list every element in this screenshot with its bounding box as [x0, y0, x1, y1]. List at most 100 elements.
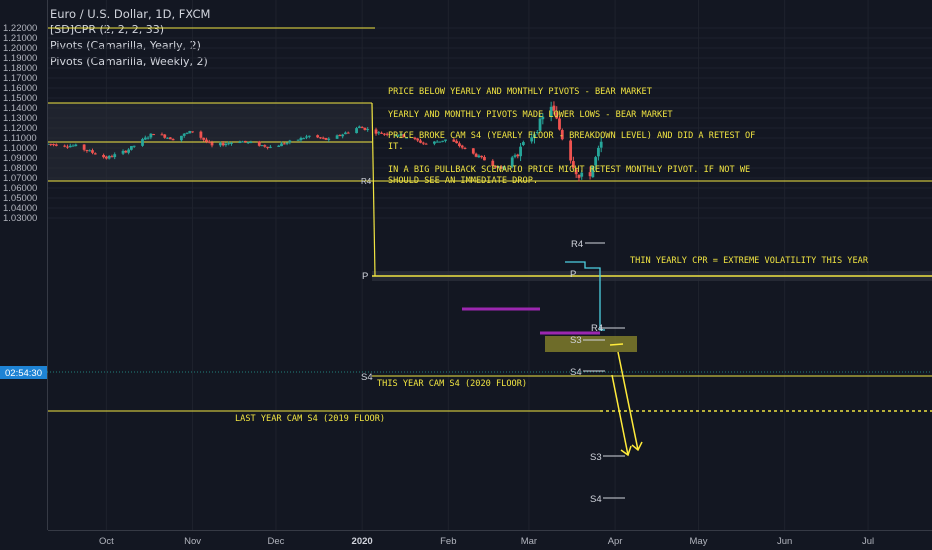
candle-body [263, 145, 267, 147]
candle-body [104, 156, 108, 159]
price-tick: 1.06000 [3, 183, 37, 194]
candle-body [141, 139, 144, 146]
note-pullback-1: IN A BIG PULLBACK SCENARIO PRICE MIGHT R… [388, 165, 750, 175]
price-tick: 1.07000 [3, 173, 37, 184]
price-tick: 1.17000 [3, 73, 37, 84]
candle-body [221, 143, 225, 146]
candle-body [346, 132, 350, 134]
candle-body [399, 133, 403, 136]
candle-body [496, 166, 500, 168]
candle-body [321, 137, 325, 139]
candle-body [146, 137, 150, 139]
candle-body [458, 143, 461, 147]
pivot-label-s4-yearly: S4 [361, 372, 373, 383]
candle-body [538, 118, 542, 131]
candle-body [555, 112, 559, 119]
candle-body [129, 146, 133, 150]
candle-body [127, 149, 131, 153]
candle-body [452, 139, 456, 142]
candle-body [205, 139, 208, 142]
price-tick: 1.11000 [3, 133, 37, 144]
candle-body [419, 140, 422, 143]
symbol-title[interactable]: Euro / U.S. Dollar, 1D, FXCM [50, 7, 211, 21]
candle-body [88, 150, 92, 152]
pivot-label-r4-yearly: R4 [361, 177, 372, 186]
candle-body [597, 147, 600, 157]
candle-body [68, 145, 72, 148]
note-bear-market-2: YEARLY AND MONTHLY PIVOTS MADE LOWER LOW… [388, 110, 673, 120]
projection-arrow-1 [611, 374, 629, 456]
pivot-label-s4-weekly-2: S4 [590, 494, 602, 505]
candle-body [249, 141, 253, 143]
candle-body [599, 141, 603, 148]
note-pullback-2: SHOULD SEE AN IMMEDIATE DROP. [388, 176, 538, 186]
candle-body [480, 155, 484, 158]
time-axis[interactable]: Oct Nov Dec 2020 Feb Mar Apr May Jun Jul [48, 530, 932, 550]
candle-body [171, 139, 175, 141]
time-tick: Feb [440, 536, 456, 547]
candle-body [285, 142, 289, 144]
price-tick: 1.19000 [3, 53, 37, 64]
price-tick: 1.14000 [3, 103, 37, 114]
pivot-label-r4-weekly-2: R4 [591, 323, 603, 334]
candle-body [319, 137, 322, 139]
candle-body [280, 143, 283, 147]
candle-body [594, 157, 598, 166]
price-tick: 1.08000 [3, 163, 37, 174]
indicator-yearly-pivots[interactable]: Pivots (Camarilla, Yearly, 2) [50, 39, 201, 52]
time-tick: Jul [862, 536, 874, 547]
candle-body [163, 134, 167, 138]
candle-body [491, 160, 495, 166]
candle-body [66, 146, 69, 148]
price-tick: 1.16000 [3, 83, 37, 94]
candle-body [182, 133, 186, 136]
candlesticks [46, 101, 603, 182]
candle-body [385, 133, 389, 135]
candle-body [396, 135, 400, 137]
candle-body [324, 137, 328, 140]
candle-body [574, 169, 578, 175]
candle-body [266, 146, 270, 148]
candle-body [433, 141, 436, 144]
candle-body [463, 147, 467, 149]
candle-body [149, 133, 153, 138]
candle-body [355, 128, 358, 134]
note-2019-floor: LAST YEAR CAM S4 (2019 FLOOR) [235, 414, 385, 424]
candle-body [218, 143, 222, 146]
candle-body [191, 131, 194, 133]
candle-body [230, 142, 233, 144]
pivot-label-r4-weekly-1: R4 [571, 239, 583, 250]
candle-body [166, 137, 169, 139]
projection-arrow-1-head [620, 445, 632, 457]
candle-body [91, 150, 94, 153]
candle-body [168, 137, 172, 140]
candle-body [188, 130, 192, 134]
candle-body [360, 127, 364, 129]
candle-body [152, 134, 156, 136]
candle-body [224, 143, 228, 146]
indicator-cpr[interactable]: [SD]CPR (2, 2, 2, 33) [50, 23, 165, 36]
candle-body [74, 144, 78, 147]
candle-body [227, 143, 231, 145]
time-tick: Oct [99, 536, 114, 547]
time-axis-bg [48, 530, 932, 550]
time-tick: May [690, 536, 708, 547]
candle-body [302, 138, 306, 140]
candle-body [530, 137, 534, 142]
candle-body [327, 138, 331, 140]
pivot-transition [371, 102, 376, 277]
candle-body [257, 141, 261, 146]
candle-body [180, 135, 183, 141]
candle-body [571, 161, 575, 168]
candle-body [513, 155, 517, 157]
candle-body [474, 153, 478, 157]
countdown-tag: 02:54:30 [5, 368, 42, 379]
price-tick: 1.18000 [3, 63, 37, 74]
candle-body [307, 135, 311, 137]
candle-body [558, 118, 561, 130]
price-axis[interactable]: 1.220001.210001.200001.190001.180001.170… [0, 0, 48, 530]
candle-body [535, 131, 539, 133]
candle-body [63, 145, 67, 147]
time-tick: Dec [267, 536, 284, 547]
